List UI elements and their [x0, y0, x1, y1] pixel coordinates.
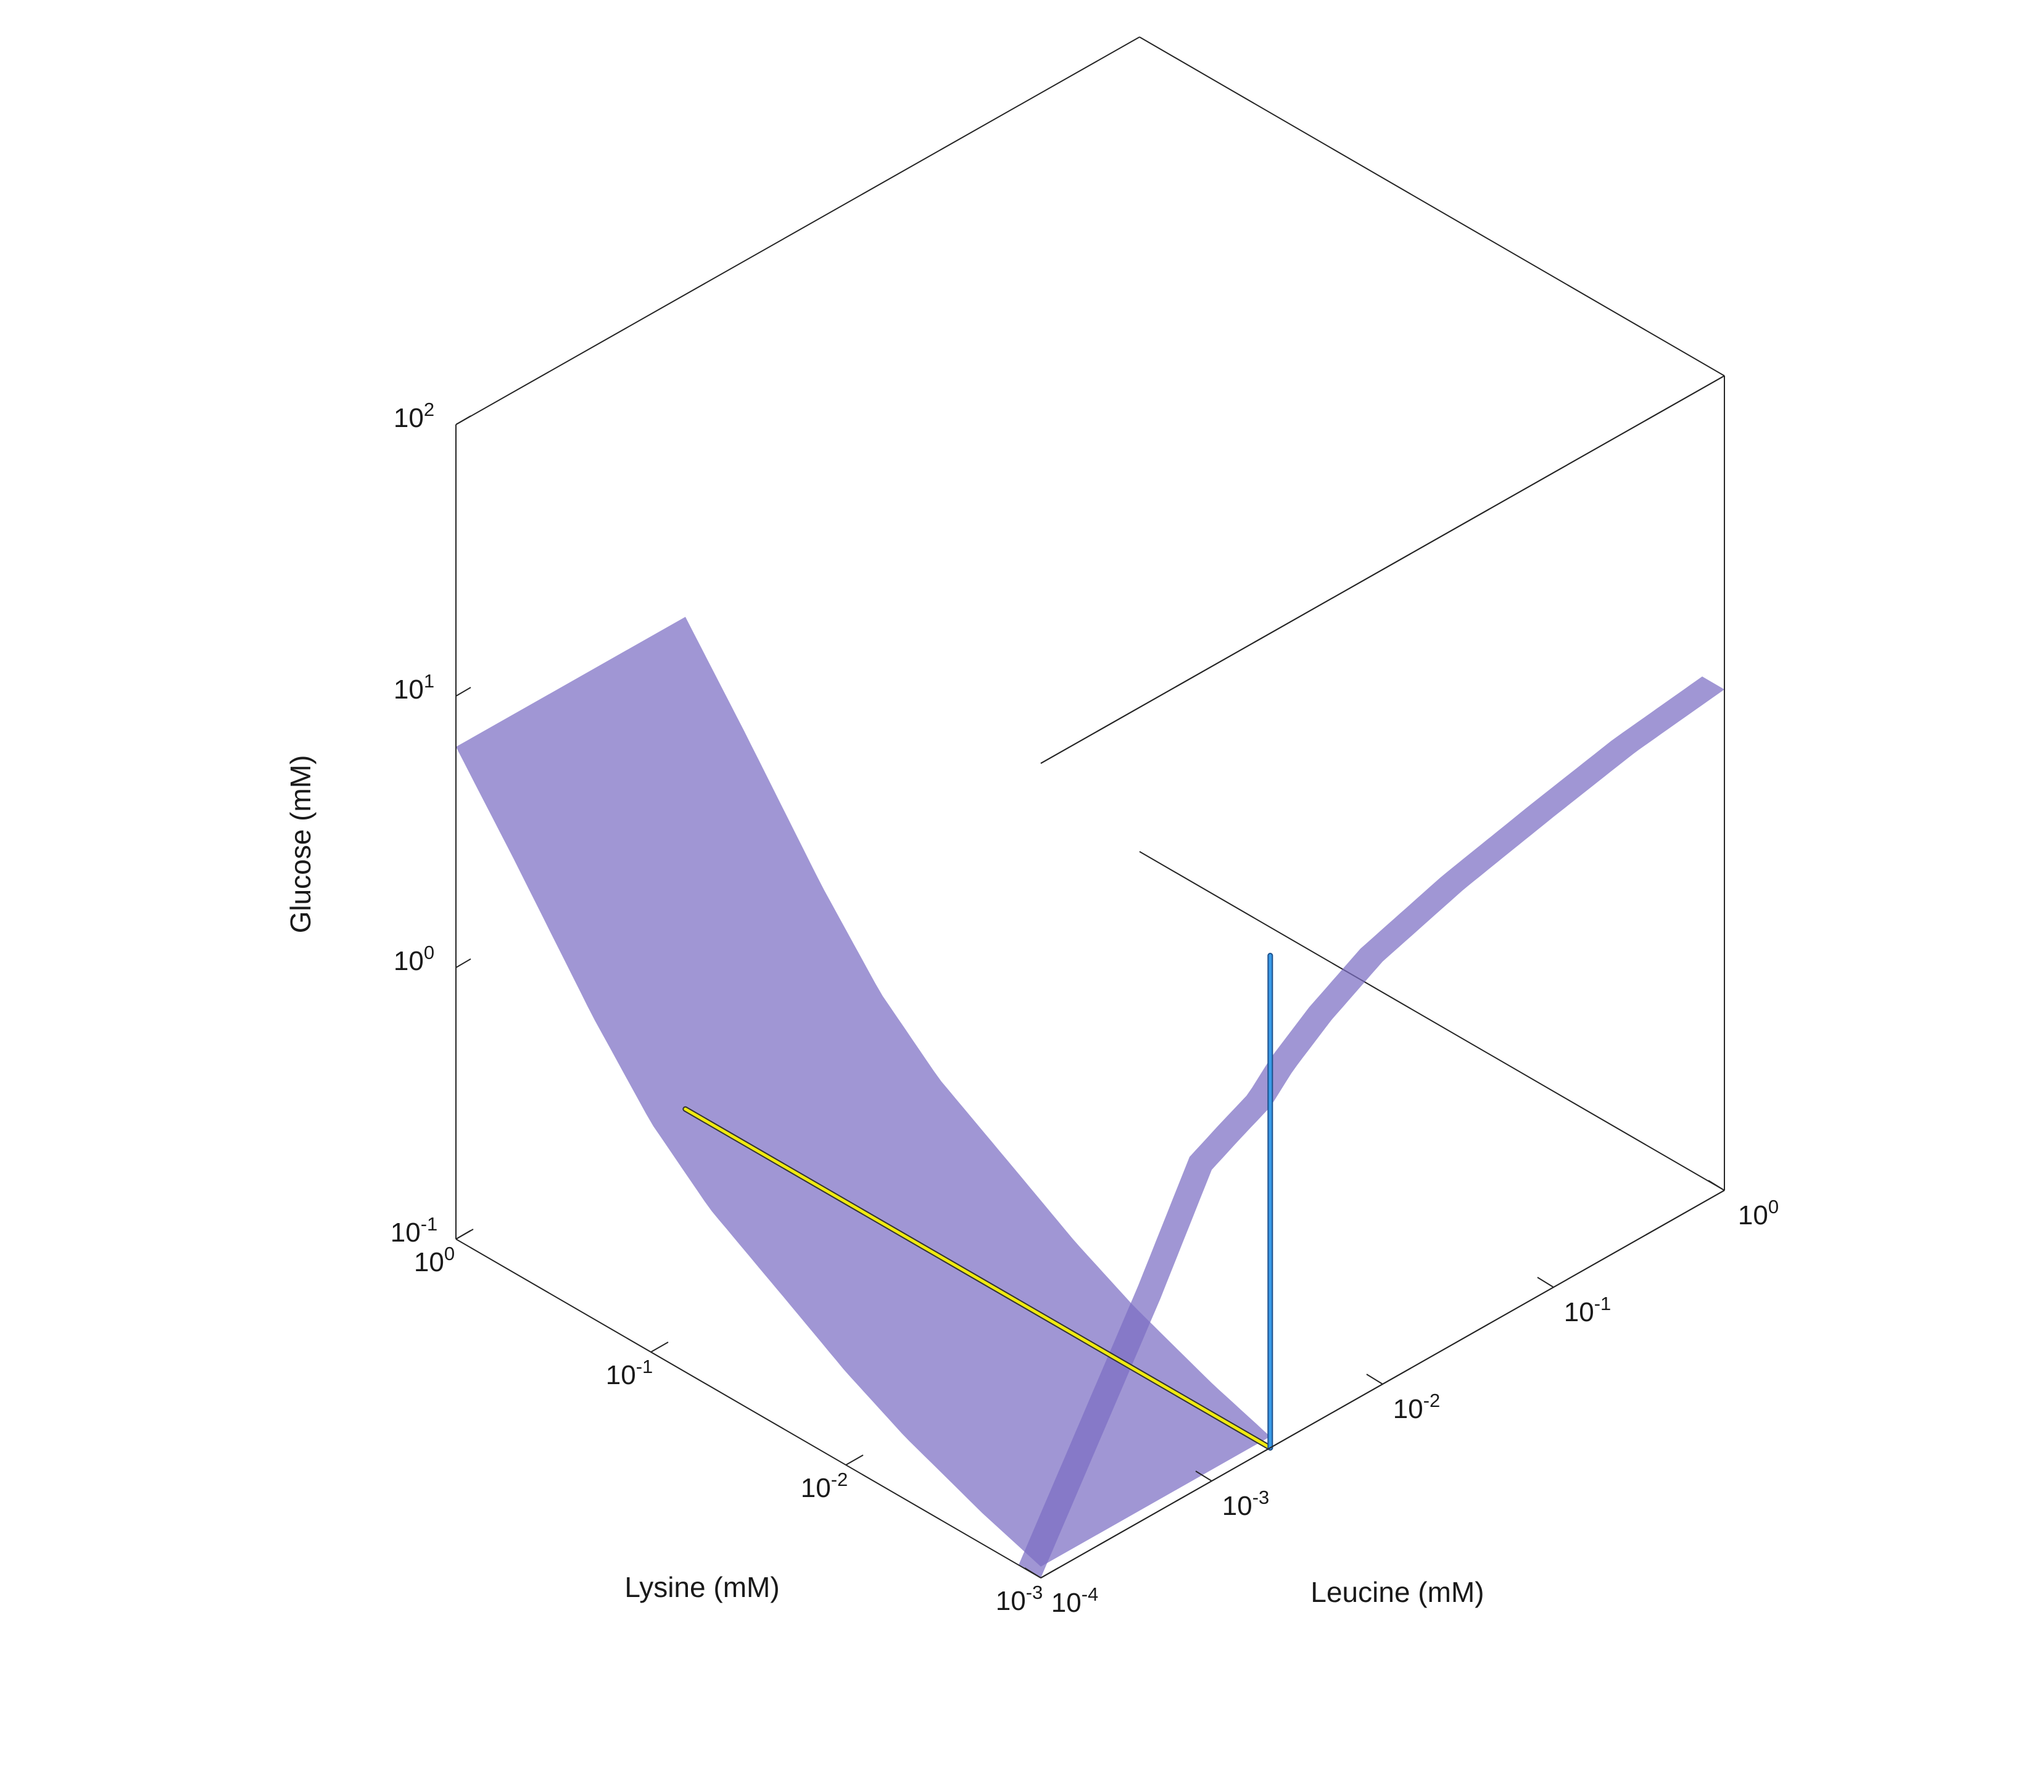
x-axis-line	[455, 1238, 1041, 1578]
z-tick-2	[455, 687, 471, 697]
z-tick-label-2: 101	[394, 670, 434, 705]
y-tick-1	[1195, 1471, 1212, 1482]
z-tick-0	[455, 1230, 471, 1240]
x-tick-label-3: 100	[414, 1243, 455, 1277]
x-tick-1	[845, 1454, 864, 1466]
box-edge-back-floor-left	[1139, 851, 1725, 1191]
y-tick-3	[1537, 1277, 1554, 1288]
z-axis-label: Glucose (mM)	[284, 755, 317, 934]
x-tick-2	[650, 1342, 669, 1353]
box-edge-top-left	[455, 36, 1140, 425]
z-tick-label-0: 10-1	[391, 1213, 438, 1248]
y-tick-label-4: 100	[1738, 1196, 1779, 1230]
tick-labels-layer: 10-310-210-110010-410-310-210-110010-110…	[391, 399, 1779, 1618]
z-tick-3	[455, 415, 471, 425]
x-axis-label: Lysine (mM)	[624, 1571, 779, 1603]
z-tick-label-3: 102	[394, 399, 434, 433]
lines-layer	[682, 953, 1273, 1451]
x-tick-label-0: 10-3	[996, 1582, 1043, 1616]
surfaces-layer	[456, 616, 1724, 1578]
y-axis-label: Leucine (mM)	[1310, 1576, 1484, 1608]
y-tick-2	[1366, 1374, 1383, 1385]
lysine-limited-surface	[456, 616, 1270, 1567]
axes-box-front	[455, 36, 1725, 1578]
y-tick-label-0: 10-4	[1051, 1583, 1099, 1618]
x-tick-label-1: 10-2	[801, 1469, 848, 1503]
lysine-transition-line	[684, 1107, 1272, 1450]
z-tick-1	[455, 958, 471, 968]
ticks-layer	[455, 415, 1725, 1578]
x-tick-0	[1040, 1567, 1059, 1578]
box-edge-top-right	[1040, 375, 1725, 764]
box-edge-back-top-left	[1139, 36, 1725, 376]
y-tick-label-1: 10-3	[1222, 1487, 1270, 1521]
y-tick-0	[1024, 1567, 1041, 1578]
y-tick-label-3: 10-1	[1564, 1293, 1612, 1327]
x-tick-label-2: 10-1	[606, 1356, 653, 1390]
y-tick-label-2: 10-2	[1393, 1390, 1441, 1424]
z-tick-label-1: 100	[394, 942, 434, 976]
y-tick-4	[1708, 1180, 1725, 1191]
